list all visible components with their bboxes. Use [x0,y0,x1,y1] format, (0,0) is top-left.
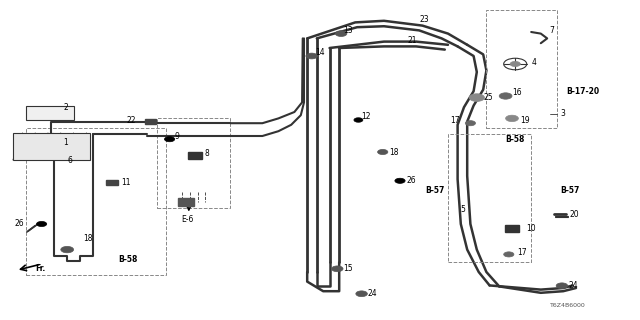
Text: 20: 20 [570,210,579,219]
Text: B-58: B-58 [118,255,138,264]
Text: 26: 26 [15,220,24,228]
Text: 17: 17 [450,116,460,124]
Text: 11: 11 [122,178,131,187]
Bar [106,180,118,185]
Text: 22: 22 [126,116,136,124]
Circle shape [354,118,363,122]
Circle shape [36,221,47,227]
Circle shape [335,31,347,36]
Text: 17: 17 [517,248,527,257]
Bar [26,128,166,275]
Text: T6Z4B6000: T6Z4B6000 [550,303,586,308]
Circle shape [504,252,514,257]
Text: 13: 13 [344,26,353,35]
Circle shape [332,266,343,272]
Bar [13,133,90,160]
Text: 16: 16 [512,88,522,97]
Bar [486,10,557,128]
Text: E-6: E-6 [181,215,193,224]
Bar [505,225,519,232]
Bar [448,134,531,262]
Bar [145,119,156,124]
Circle shape [465,121,476,126]
Text: 7: 7 [549,26,554,35]
Text: Fr.: Fr. [35,264,45,273]
Text: 15: 15 [344,264,353,273]
Circle shape [499,93,512,99]
Text: B-58: B-58 [506,135,525,144]
Bar [177,198,193,206]
Circle shape [556,283,568,289]
Text: 18: 18 [389,148,399,156]
Text: 9: 9 [174,132,179,140]
Circle shape [395,178,405,183]
Text: 26: 26 [406,176,416,185]
Text: 8: 8 [205,149,209,158]
Bar [26,106,74,120]
Circle shape [356,291,367,297]
Text: 21: 21 [407,36,417,44]
Text: 4: 4 [531,58,536,67]
Text: 23: 23 [419,15,429,24]
Text: 3: 3 [560,109,565,118]
Text: 25: 25 [483,93,493,102]
Text: 12: 12 [362,112,371,121]
Text: B-57: B-57 [426,186,445,195]
Text: 5: 5 [461,205,466,214]
Bar [157,118,230,208]
Text: B-57: B-57 [560,186,579,195]
Text: 24: 24 [368,289,378,298]
Text: 2: 2 [64,103,68,112]
Text: 14: 14 [315,48,324,57]
Circle shape [469,94,484,101]
Circle shape [306,53,317,59]
Text: 24: 24 [568,281,578,290]
Text: 6: 6 [67,156,72,164]
Text: B-17-20: B-17-20 [566,87,600,96]
Text: 1: 1 [63,138,67,147]
Bar [188,152,202,159]
Circle shape [164,137,175,142]
Circle shape [378,149,388,155]
Circle shape [61,246,74,253]
Circle shape [506,115,518,122]
Text: 19: 19 [520,116,530,124]
Circle shape [510,61,520,67]
Text: 18: 18 [83,234,93,243]
Text: 10: 10 [526,224,536,233]
